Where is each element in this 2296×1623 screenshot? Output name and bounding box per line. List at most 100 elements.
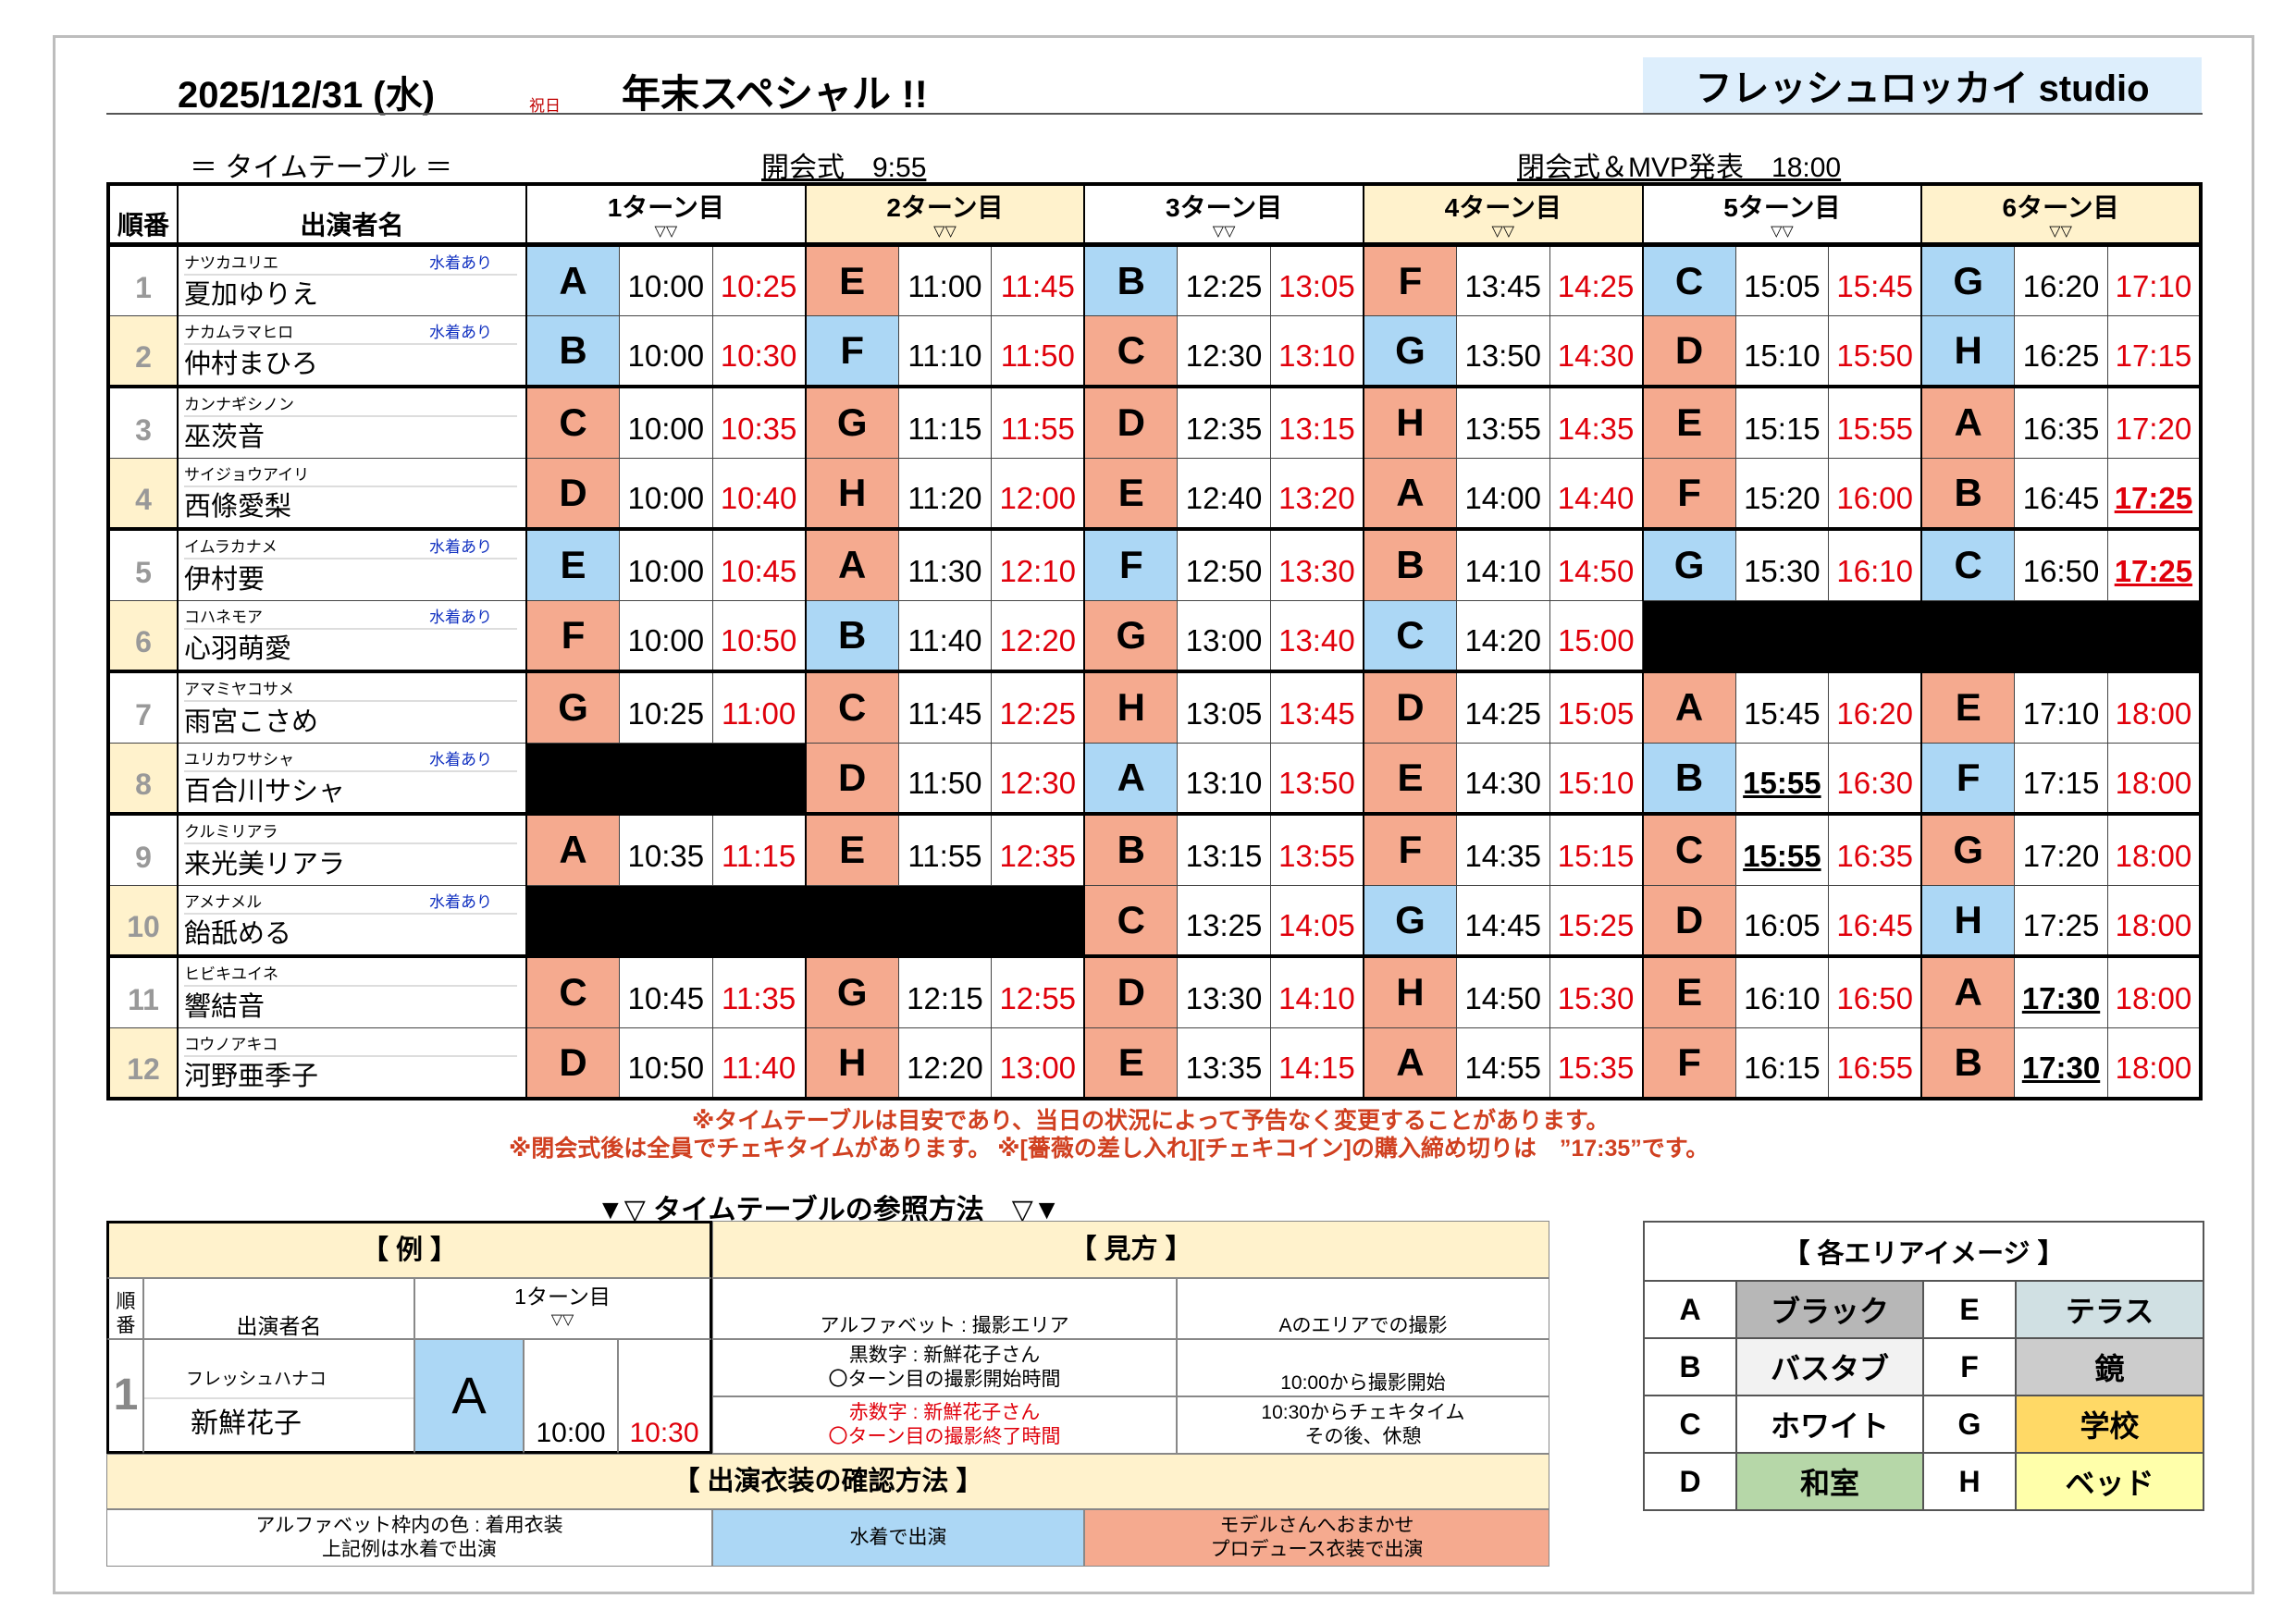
area-letter: B [1920, 1027, 2016, 1100]
area-title: 【 各エリアイメージ 】 [1642, 1221, 2205, 1282]
opening-ceremony: 開会式 9:55 [761, 153, 927, 183]
performer-cell: ナカムラマヒロ 水着あり 仲村まひろ [177, 314, 527, 388]
performer-name: 心羽萌愛 [184, 634, 292, 664]
costume-desc: アルファベット枠内の色 : 着用衣装 上記例は水着で出演 [106, 1509, 712, 1567]
start-time: 12:25 [1177, 243, 1271, 316]
end-time: 12:30 [991, 742, 1085, 816]
area-letter: H [1920, 884, 2016, 958]
page-frame [53, 35, 2254, 1594]
costume-title: 【 出演衣装の確認方法 】 [106, 1454, 1549, 1509]
area-letter: C [1641, 243, 1736, 316]
end-time: 16:45 [1828, 884, 1922, 958]
area-letter: F [1641, 457, 1736, 531]
end-time: 17:10 [2106, 243, 2202, 316]
end-time: 12:55 [991, 955, 1085, 1028]
performer-kana: カンナギシノン [184, 391, 517, 417]
end-time: 14:40 [1549, 457, 1644, 531]
area-name: ホワイト [1735, 1395, 1924, 1454]
row-number: 2 [107, 314, 179, 388]
area-key: E [1922, 1280, 2017, 1339]
start-time: 11:55 [897, 813, 993, 886]
howto-r3b2: その後、休憩 [1304, 1426, 1422, 1447]
performer-name: 仲村まひろ [184, 350, 319, 379]
area-letter: A [1083, 742, 1179, 816]
example-col-turn: 1ターン目 ▽▽ [414, 1278, 712, 1339]
area-letter: E [1641, 955, 1736, 1028]
row-number: 3 [107, 386, 179, 459]
end-time: 16:20 [1828, 670, 1922, 744]
start-time: 14:45 [1455, 884, 1550, 958]
title-divider [106, 113, 2203, 115]
end-time: 14:35 [1549, 386, 1644, 459]
start-time: 12:20 [897, 1027, 993, 1100]
table-row: 11 ヒビキユイネ 響結音 C 10:45 11:35 G 12:15 12:55 D 13:30 1… [107, 955, 2202, 1028]
area-letter: G [804, 955, 899, 1028]
start-time: 16:15 [1734, 1027, 1830, 1100]
example-turn-label: 1ターン目 [514, 1285, 611, 1309]
end-time: 13:05 [1269, 243, 1364, 316]
area-letter: G [1362, 314, 1457, 388]
table-row: 3 カンナギシノン 巫茨音 C 10:00 10:35 G 11:15 11:55 D 12:35 1… [107, 386, 2202, 459]
area-letter: C [804, 670, 899, 744]
row-number: 9 [107, 813, 179, 886]
start-time: 13:00 [1177, 599, 1271, 673]
holiday-label: 祝日 [529, 97, 561, 115]
area-letter: C [1920, 528, 2016, 601]
end-time: 11:15 [711, 813, 807, 886]
start-time: 15:55 [1734, 742, 1830, 816]
row-number: 12 [107, 1027, 179, 1100]
start-time: 13:45 [1455, 243, 1550, 316]
end-time: 14:15 [1269, 1027, 1364, 1100]
end-time: 11:45 [991, 243, 1085, 316]
performer-cell: サイジョウアイリ 西條愛梨 [177, 457, 527, 531]
event-date: 2025/12/31 (水) [178, 75, 435, 116]
area-letter: B [1920, 457, 2016, 531]
area-letter: D [1641, 884, 1736, 958]
area-name: 学校 [2014, 1395, 2205, 1454]
area-letter: G [1362, 884, 1457, 958]
col-turn-2: 2ターン目 ▽▽ [804, 183, 1086, 247]
row-number: 1 [107, 243, 179, 316]
start-time: 16:25 [2014, 314, 2108, 388]
area-letter: B [525, 314, 621, 388]
area-letter: D [804, 742, 899, 816]
start-time: 12:30 [1177, 314, 1271, 388]
start-time: 17:25 [2014, 884, 2108, 958]
area-row: D 和室 H ベッド [1643, 1452, 2205, 1511]
row-number: 11 [107, 955, 179, 1028]
start-time: 15:20 [1734, 457, 1830, 531]
studio-name: フレッシュロッカイ studio [1643, 57, 2202, 115]
howto-r2b: 10:00から撮影開始 [1177, 1339, 1549, 1396]
start-time: 13:30 [1177, 955, 1271, 1028]
area-key: F [1922, 1337, 2017, 1396]
start-time: 12:40 [1177, 457, 1271, 531]
start-time: 10:00 [619, 599, 713, 673]
end-time: 16:10 [1828, 528, 1922, 601]
performer-kana: ナカムラマヒロ [184, 319, 517, 345]
unavailable-slot [1642, 599, 1922, 673]
end-time: 18:00 [2106, 670, 2202, 744]
end-time: 15:25 [1549, 884, 1644, 958]
howto-r3b: 10:30からチェキタイム その後、休憩 [1177, 1396, 1549, 1454]
end-time: 15:15 [1549, 813, 1644, 886]
performer-name: 河野亜季子 [184, 1062, 319, 1091]
area-key: H [1922, 1452, 2017, 1511]
start-time: 15:45 [1734, 670, 1830, 744]
costume-desc-1: アルファベット枠内の色 : 着用衣装 [255, 1515, 563, 1536]
example-name-cell: フレッシュハナコ 新鮮花子 [143, 1339, 414, 1454]
area-letter: A [1920, 955, 2016, 1028]
howto-r1a: アルファベット : 撮影エリア [712, 1278, 1177, 1339]
start-time: 12:50 [1177, 528, 1271, 601]
start-time: 17:30 [2014, 955, 2108, 1028]
turn-marker: ▽▽ [1491, 224, 1515, 240]
area-letter: E [1362, 742, 1457, 816]
turn-label: 2ターン目 [886, 193, 1004, 223]
area-table: 【 各エリアイメージ 】 A ブラック E テラス B バスタブ F 鏡 C ホワイト G 学校 D 和室… [1642, 1221, 2205, 1511]
end-time: 15:50 [1828, 314, 1922, 388]
area-key: B [1643, 1337, 1737, 1396]
end-time: 12:00 [991, 457, 1085, 531]
swimsuit-badge: 水着あり [429, 608, 492, 626]
area-name: テラス [2014, 1280, 2205, 1339]
start-time: 15:55 [1734, 813, 1830, 886]
turn-label: 4ターン目 [1444, 193, 1562, 223]
